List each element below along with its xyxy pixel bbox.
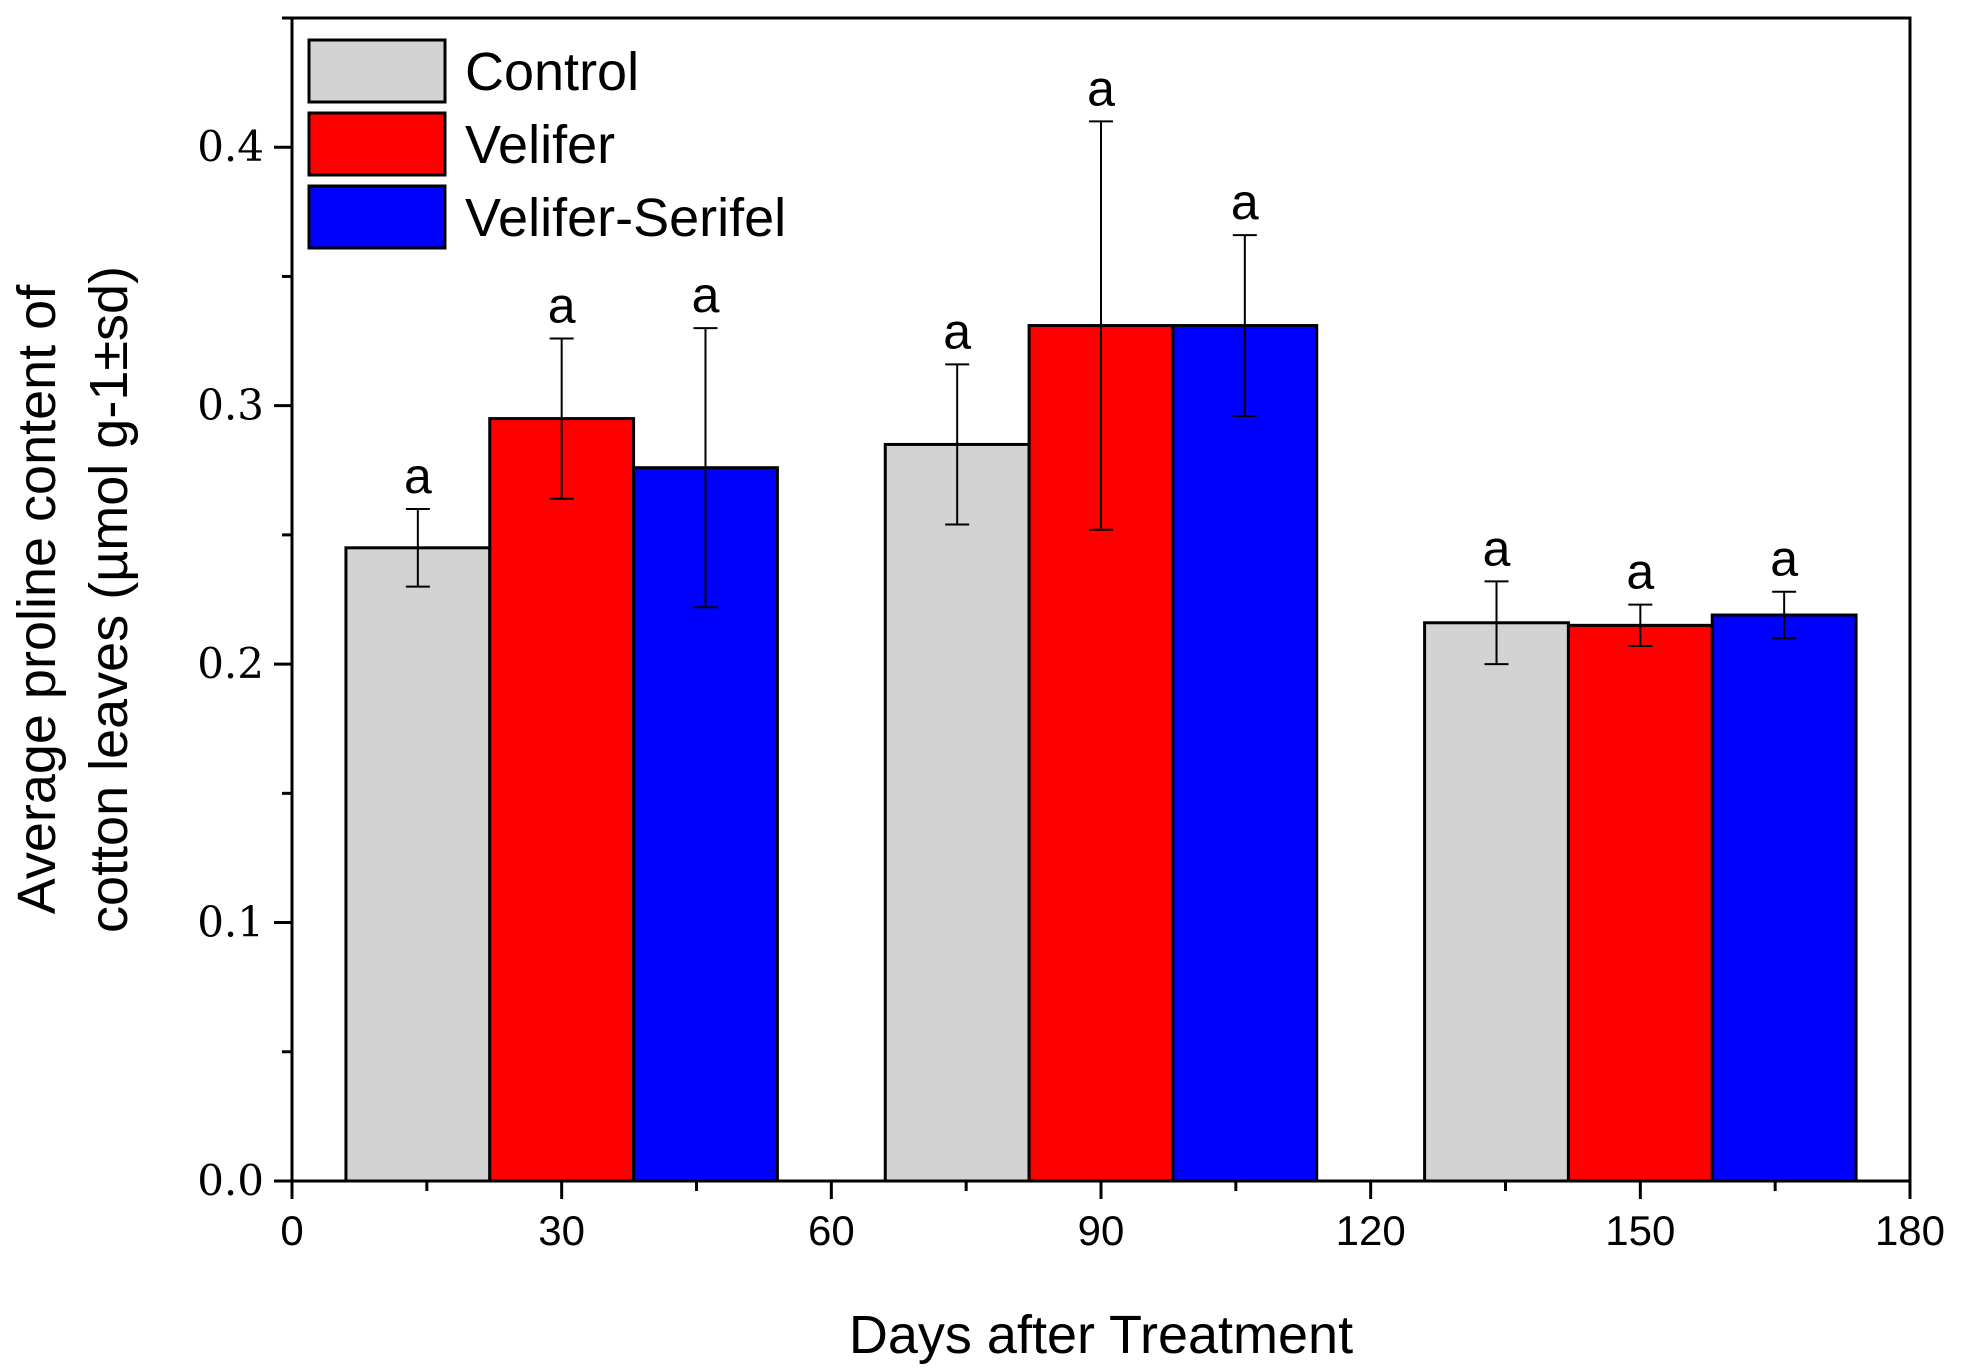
- error-bar-velifer-day-30: [549, 337, 574, 500]
- y-axis-title-line-2: cotton leaves (µmol g-1±sd): [79, 266, 139, 933]
- x-axis: 0 30 60 90 120 150 180: [280, 1181, 1945, 1254]
- y-tick-label: 0.3: [197, 381, 264, 430]
- y-tick-label: 0.1: [197, 898, 264, 947]
- error-bars-layer: [405, 120, 1797, 666]
- error-bar-velifer-day-150: [1628, 603, 1653, 648]
- bar-velifer-day-30: [488, 417, 636, 1183]
- y-tick-label: 0.4: [197, 122, 264, 171]
- error-bar-velifer-serifel-day-46: [693, 327, 718, 609]
- bar-velifer-serifel-day-106: [1171, 324, 1319, 1183]
- error-bar-velifer-day-90: [1089, 120, 1113, 531]
- bar-velifer-serifel-day-166: [1710, 613, 1858, 1183]
- significance-label-velifer-serifel-day-106: a: [1231, 174, 1259, 230]
- y-axis-title: Average proline content of cotton leaves…: [7, 266, 139, 933]
- bar-velifer-day-150: [1566, 623, 1714, 1183]
- bar-control-day-74: [883, 442, 1031, 1183]
- significance-label-control-day-134: a: [1483, 520, 1511, 576]
- legend-swatch-control: [307, 38, 447, 104]
- y-tick-label: 0.0: [197, 1156, 264, 1205]
- bar-control-day-134: [1423, 621, 1570, 1183]
- x-tick-label: 90: [1078, 1207, 1125, 1254]
- x-tick-label: 120: [1336, 1207, 1406, 1254]
- legend: Control Velifer Velifer-Serifel: [307, 38, 786, 250]
- error-bar-velifer-serifel-day-106: [1232, 234, 1257, 418]
- y-axis: 0.0 0.1 0.2 0.3 0.4: [197, 16, 292, 1205]
- bar-control-day-14: [344, 546, 492, 1183]
- significance-labels-layer: a a a a a a a a a: [404, 60, 1798, 599]
- significance-label-velifer-day-30: a: [548, 277, 576, 333]
- x-tick-label: 180: [1875, 1207, 1945, 1254]
- error-bar-control-day-134: [1484, 580, 1509, 666]
- x-tick-label: 60: [808, 1207, 855, 1254]
- x-axis-title: Days after Treatment: [849, 1305, 1353, 1365]
- significance-label-velifer-serifel-day-166: a: [1770, 531, 1798, 587]
- significance-label-control-day-74: a: [943, 303, 971, 359]
- significance-label-velifer-day-90: a: [1087, 60, 1115, 116]
- y-axis-title-line-1: Average proline content of: [7, 284, 67, 914]
- legend-swatch-velifer: [307, 111, 447, 177]
- significance-label-control-day-14: a: [404, 448, 432, 504]
- bars-layer: [344, 324, 1858, 1183]
- legend-label-velifer-serifel: Velifer-Serifel: [465, 188, 786, 248]
- legend-label-control: Control: [465, 42, 639, 102]
- legend-swatch-velifer-serifel: [307, 184, 447, 250]
- x-tick-label: 150: [1605, 1207, 1675, 1254]
- legend-label-velifer: Velifer: [465, 115, 615, 175]
- error-bar-velifer-serifel-day-166: [1772, 590, 1797, 640]
- error-bar-control-day-14: [405, 508, 430, 588]
- x-tick-label: 30: [538, 1207, 585, 1254]
- significance-label-velifer-day-150: a: [1626, 544, 1654, 600]
- x-tick-label: 0: [280, 1207, 303, 1254]
- error-bar-control-day-74: [945, 363, 970, 526]
- significance-label-velifer-serifel-day-46: a: [692, 267, 720, 323]
- y-tick-label: 0.2: [197, 639, 264, 688]
